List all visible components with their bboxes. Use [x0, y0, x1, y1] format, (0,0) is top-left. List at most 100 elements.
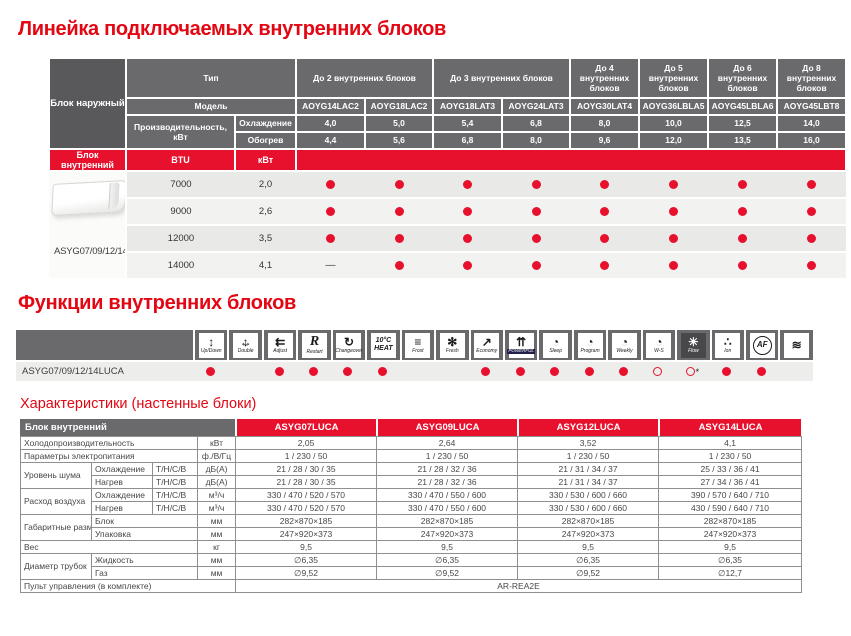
spec-unit: дБ(А) [197, 475, 237, 489]
compat-mark [433, 252, 503, 280]
red-bar-filler [295, 148, 848, 172]
kw-value: 2,0 [235, 171, 297, 199]
model-header: AOYG14LAC2 [295, 97, 367, 116]
spec-unit: м³/ч [197, 488, 237, 502]
group-header: До 8 внутренних блоков [776, 57, 848, 99]
spec-value: 21 / 31 / 34 / 37 [517, 462, 660, 476]
spec-unit: кВт [197, 436, 237, 450]
spec-unit: кг [197, 540, 237, 554]
capacity-label: Производительность, кВт [125, 114, 236, 150]
spec-value: 330 / 530 / 600 / 660 [517, 501, 660, 515]
functions-bar-spacer [16, 330, 193, 360]
compat-mark [639, 198, 709, 226]
weekly-timer-icon: ◔ Weekly [606, 330, 640, 360]
lineup-table: Блок наружный Тип До 2 внутренних блоков… [48, 57, 848, 280]
heat-10c-icon: 10°C HEAT [365, 330, 399, 360]
cooling-value: 5,4 [432, 114, 504, 133]
spec-value: 9,5 [658, 540, 803, 554]
spec-value: 330 / 470 / 550 / 600 [376, 488, 519, 502]
up-down-icon: ↕ Up/Down [193, 330, 227, 360]
spec-value: 2,05 [235, 436, 378, 450]
function-mark [262, 367, 296, 376]
page-title-specs: Характеристики (настенные блоки) [20, 396, 257, 412]
page-title-lineup: Линейка подключаемых внутренних блоков [18, 18, 447, 40]
compat-mark [433, 225, 503, 253]
spec-row-label: Пульт управления (в комплекте) [19, 579, 237, 593]
group-header: До 4 внутренних блоков [569, 57, 641, 99]
compat-mark [296, 198, 366, 226]
spec-value: 390 / 570 / 640 / 710 [658, 488, 803, 502]
function-mark [641, 367, 675, 376]
compat-mark [433, 198, 503, 226]
specs-header: Блок внутренний ASYG07LUCA ASYG09LUCA AS… [20, 419, 801, 436]
type-header: Тип [124, 57, 298, 99]
indoor-unit-image [51, 179, 124, 217]
spec-value: ∅9,52 [376, 566, 519, 580]
model-header: AOYG18LAT3 [432, 97, 504, 116]
spec-value: 1 / 230 / 50 [517, 449, 660, 463]
cooling-value: 4,0 [295, 114, 367, 133]
spec-unit: мм [197, 553, 237, 567]
sleep-timer-icon: ◔ Sleep [537, 330, 571, 360]
spec-row-label: Параметры электропитания [19, 449, 199, 463]
controller-value: AR-REA2E [235, 579, 803, 593]
adjust-airflow-icon: ⇇ Adjust [261, 330, 296, 360]
spec-value: 21 / 28 / 30 / 35 [235, 475, 378, 489]
compat-mark [296, 171, 366, 199]
heating-value: 8,0 [501, 131, 572, 150]
auto-changeover-icon: ↻ Changeover [330, 330, 365, 360]
spec-sub-label: Блок [90, 514, 199, 528]
spec-unit: мм [197, 527, 237, 541]
spec-row-label: Диаметр трубок [20, 553, 92, 580]
compat-mark [365, 252, 434, 280]
spec-model-header: ASYG09LUCA [376, 419, 517, 436]
function-mark [744, 367, 778, 376]
compat-mark [639, 252, 709, 280]
specs-header-label: Блок внутренний [20, 419, 235, 436]
compat-mark [502, 171, 571, 199]
cooling-value: 12,5 [707, 114, 779, 133]
btu-value: 9000 [126, 198, 235, 226]
specs-table: Холодопроизводительность кВт 2,05 2,64 3… [19, 436, 803, 593]
spec-value: 247×920×373 [658, 527, 803, 541]
spec-value: 282×870×185 [235, 514, 378, 528]
fresh-fan-icon: ✻ Fresh [434, 330, 468, 360]
spec-sub-label: Жидкость [90, 553, 199, 567]
spec-sub-label: Газ [90, 566, 199, 580]
model-header: AOYG24LAT3 [501, 97, 572, 116]
compat-mark [639, 171, 709, 199]
kw-value: 2,6 [235, 198, 297, 226]
spec-unit: м³/ч [197, 501, 237, 515]
compat-mark [365, 171, 434, 199]
function-mark [710, 367, 744, 376]
indoor-unit-label: ASYG07/09/12/14LUCA [54, 246, 124, 257]
heating-value: 13,5 [707, 131, 779, 150]
w-s-timer-icon: ◔ W-S [640, 330, 675, 360]
cooling-value: 8,0 [569, 114, 641, 133]
model-header: AOYG36LBLA5 [638, 97, 710, 116]
cooling-value: 14,0 [776, 114, 848, 133]
spec-value: 2,64 [376, 436, 519, 450]
kw-value: 4,1 [235, 252, 297, 280]
cooling-value: 5,0 [364, 114, 435, 133]
kw-header: кВт [233, 148, 298, 172]
compat-mark [365, 225, 434, 253]
group-header: До 5 внутренних блоков [638, 57, 710, 99]
spec-unit: дБ(А) [197, 462, 237, 476]
spec-value: 282×870×185 [517, 514, 660, 528]
spec-unit: ф./В/Гц [197, 449, 237, 463]
function-mark [503, 367, 537, 376]
spec-unit: мм [197, 514, 237, 528]
compat-mark [502, 225, 571, 253]
spec-value: 330 / 470 / 520 / 570 [235, 488, 378, 502]
functions-row-label: ASYG07/09/12/14LUCA [22, 366, 124, 377]
af-filter-icon: AF [744, 330, 778, 360]
heating-label: Обогрев [233, 131, 298, 150]
spec-sub-label: Охлаждение [91, 462, 153, 476]
heating-value: 16,0 [776, 131, 848, 150]
spec-value: 330 / 530 / 600 / 660 [517, 488, 660, 502]
spec-model-header: ASYG07LUCA [235, 419, 376, 436]
function-mark [193, 367, 227, 376]
compat-mark [777, 171, 847, 199]
